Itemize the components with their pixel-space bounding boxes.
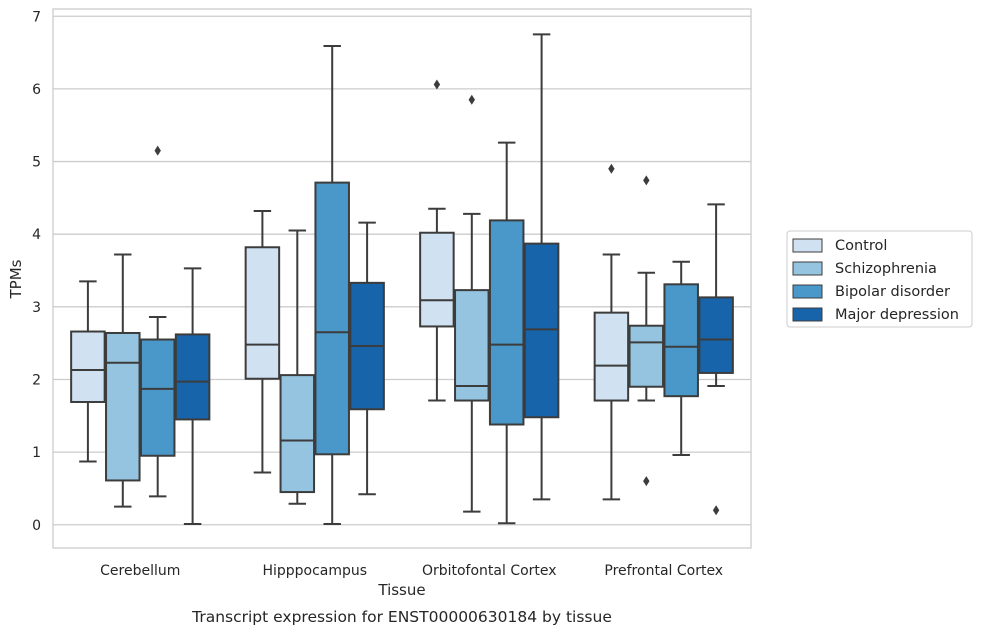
y-tick-label: 3 xyxy=(32,300,41,316)
outlier-point xyxy=(154,145,161,156)
box-bipolar-disorder xyxy=(314,45,350,526)
x-tick-label: Hipppocampus xyxy=(262,563,367,579)
y-axis-label: TPMs xyxy=(7,259,25,299)
outlier-point xyxy=(643,476,650,487)
legend-swatch xyxy=(792,284,823,299)
iqr-box xyxy=(698,296,734,374)
box-bipolar-disorder xyxy=(663,260,699,457)
box-schizophrenia xyxy=(454,94,490,513)
legend-label: Major depression xyxy=(835,307,959,323)
box-bipolar-disorder xyxy=(488,141,525,525)
boxes xyxy=(70,33,734,526)
outlier-point xyxy=(433,79,441,90)
box-major-depression xyxy=(523,33,560,501)
legend-label: Control xyxy=(835,238,887,254)
box-control xyxy=(244,209,281,474)
box-schizophrenia xyxy=(279,229,316,505)
box-control xyxy=(593,163,630,501)
outlier-point xyxy=(712,505,720,516)
x-axis-label: Tissue xyxy=(377,581,425,599)
iqr-box xyxy=(244,246,281,380)
iqr-box xyxy=(419,231,455,328)
chart-caption: Transcript expression for ENST0000063018… xyxy=(191,608,612,626)
box-major-depression xyxy=(698,203,734,516)
box-schizophrenia xyxy=(628,175,665,487)
y-tick-label: 1 xyxy=(32,445,41,461)
y-tick-label: 6 xyxy=(32,82,41,98)
iqr-box xyxy=(174,333,211,421)
iqr-box xyxy=(70,330,106,403)
y-tick-label: 7 xyxy=(32,9,41,25)
box-bipolar-disorder xyxy=(139,145,176,498)
iqr-box xyxy=(488,219,525,426)
x-tick-label: Cerebellum xyxy=(100,563,180,579)
y-axis-ticks: 0 1 2 3 4 5 6 7 xyxy=(32,9,41,533)
y-tick-label: 0 xyxy=(32,518,41,534)
legend-swatch xyxy=(792,307,823,322)
plot-frame xyxy=(52,8,752,549)
outlier-point xyxy=(608,163,615,174)
legend-swatch xyxy=(792,238,823,253)
iqr-box xyxy=(279,374,316,494)
legend-label: Schizophrenia xyxy=(835,261,937,277)
iqr-box xyxy=(593,311,630,402)
iqr-box xyxy=(314,181,350,456)
iqr-box xyxy=(523,242,560,419)
x-tick-label: Prefrontal Cortex xyxy=(604,563,723,579)
outlier-point xyxy=(643,175,650,186)
y-tick-label: 5 xyxy=(32,155,41,171)
iqr-box xyxy=(454,289,490,402)
outlier-point xyxy=(468,94,475,105)
x-axis-ticks: Cerebellum Hipppocampus Orbitofontal Corte… xyxy=(100,563,723,579)
legend-swatch xyxy=(792,261,823,276)
y-tick-label: 2 xyxy=(32,372,41,388)
iqr-box xyxy=(628,324,665,388)
legend-label: Bipolar disorder xyxy=(835,284,950,300)
iqr-box xyxy=(663,283,699,398)
iqr-box xyxy=(139,338,176,457)
legend: Control Schizophrenia Bipolar disorder Majo… xyxy=(786,230,973,328)
iqr-box xyxy=(105,331,141,482)
box-control xyxy=(70,280,106,463)
box-major-depression xyxy=(349,221,385,496)
box-major-depression xyxy=(174,267,211,526)
box-control xyxy=(419,79,455,402)
x-tick-label: Orbitofontal Cortex xyxy=(422,563,557,579)
box-schizophrenia xyxy=(105,253,141,508)
y-tick-label: 4 xyxy=(32,227,41,243)
legend-frame xyxy=(786,230,973,328)
